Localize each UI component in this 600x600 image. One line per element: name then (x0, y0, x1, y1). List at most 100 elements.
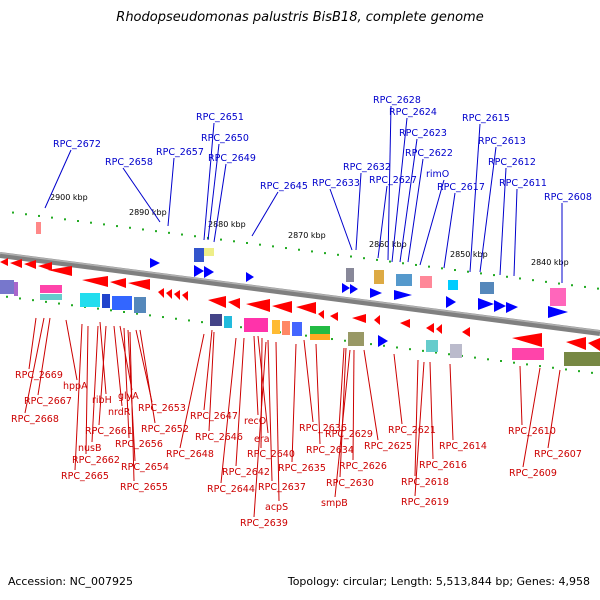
label-connector (363, 349, 379, 441)
feature-block (112, 296, 132, 310)
gene-label: RPC_2624 (389, 107, 437, 118)
tick-label: 2890 kbp (129, 208, 167, 217)
label-connector (65, 319, 78, 381)
gene-arrow (110, 278, 126, 288)
gene-arrow (426, 323, 434, 333)
gene-label: RPC_2611 (499, 178, 547, 189)
ring-dot (409, 348, 411, 351)
ring-dot (526, 363, 528, 366)
gene-arrow (566, 337, 586, 350)
label-connector (85, 325, 89, 455)
gene-label: RPC_2645 (260, 181, 308, 192)
gene-arrow (506, 302, 518, 313)
gene-label: RPC_2619 (401, 497, 449, 508)
ring-dot (285, 247, 287, 250)
label-connector (24, 317, 45, 414)
label-connector (28, 317, 37, 370)
gene-arrow (394, 290, 412, 300)
feature-block (564, 352, 600, 366)
tick-label: 2880 kbp (208, 220, 246, 229)
ring-dot (90, 221, 92, 224)
gene-arrow (588, 338, 600, 351)
gene-arrow (370, 288, 382, 298)
ring-dot (552, 366, 554, 369)
gene-label: RPC_2618 (401, 477, 449, 488)
gene-arrow (350, 284, 358, 294)
ring-dot (428, 265, 430, 268)
ring-dot (38, 214, 40, 217)
label-connector (207, 143, 220, 241)
ring-dot (578, 370, 580, 373)
label-connector (377, 185, 388, 259)
feature-block (448, 280, 458, 290)
gene-arrow (436, 324, 442, 334)
label-connector (98, 325, 107, 426)
label-connector (399, 138, 418, 263)
label-connector (167, 157, 175, 227)
genome-backbone-highlight (0, 252, 600, 332)
gene-label: RPC_2622 (405, 148, 453, 159)
ring-dot (136, 312, 138, 315)
kbp-ticks: 2900 kbp 2890 kbp 2880 kbp 2870 kbp 2860… (50, 193, 569, 267)
gene-label: RPC_2625 (364, 441, 412, 452)
label-connector (419, 179, 445, 266)
gene-arrow (342, 283, 350, 293)
ring-dot (441, 267, 443, 270)
gene-arrow (318, 310, 324, 319)
label-connector (99, 321, 107, 395)
label-connector (291, 343, 297, 463)
gene-arrow (494, 300, 506, 312)
ring-dot (370, 343, 372, 346)
ring-dot (448, 353, 450, 356)
ring-dot (487, 358, 489, 361)
gene-arrow (10, 259, 22, 268)
feature-block (310, 326, 330, 334)
genome-info-text: Topology: circular; Length: 5,513,844 bp… (287, 575, 590, 588)
ring-dot (45, 300, 47, 303)
label-connector (414, 359, 419, 477)
ring-dot (422, 349, 424, 352)
label-connector (260, 337, 263, 449)
reverse-genes-upper (0, 258, 600, 351)
gene-arrow (478, 298, 494, 310)
ring-dot (123, 310, 125, 313)
label-connector (334, 349, 351, 498)
gene-arrow (166, 289, 172, 299)
ring-dot (233, 240, 235, 243)
gene-label: RPC_2613 (478, 136, 526, 147)
feature-block (292, 322, 302, 336)
ring-dot (305, 334, 307, 337)
ring-dot (344, 339, 346, 342)
gene-label: RPC_2648 (166, 449, 214, 460)
gene-arrow (246, 299, 270, 312)
gene-arrow (204, 266, 214, 278)
ring-dot (246, 241, 248, 244)
ring-dot (194, 235, 196, 238)
gene-label: ribH (92, 395, 112, 406)
feature-block (80, 293, 100, 307)
gene-label: RPC_2628 (373, 95, 421, 106)
gene-label: RPC_2647 (190, 411, 238, 422)
gene-arrow (352, 314, 366, 323)
ring-dot (545, 280, 547, 283)
feature-block (550, 288, 566, 306)
ring-dot (97, 307, 99, 310)
ring-dot (435, 351, 437, 354)
gene-arrow (174, 290, 180, 300)
label-connector (253, 335, 259, 416)
label-connector (122, 167, 161, 223)
label-connector (113, 325, 123, 407)
label-connector (129, 331, 135, 482)
label-connector (275, 341, 280, 502)
gene-label: RPC_2636 (299, 423, 347, 434)
feature-block (210, 314, 222, 326)
gene-arrow (38, 262, 52, 271)
gene-arrow (246, 272, 254, 282)
label-connector (414, 361, 425, 497)
feature-block (224, 316, 232, 328)
feature-block (102, 294, 110, 308)
feature-block (396, 274, 412, 286)
gene-label: RPC_2653 (138, 403, 186, 414)
gene-label: RPC_2656 (115, 439, 163, 450)
